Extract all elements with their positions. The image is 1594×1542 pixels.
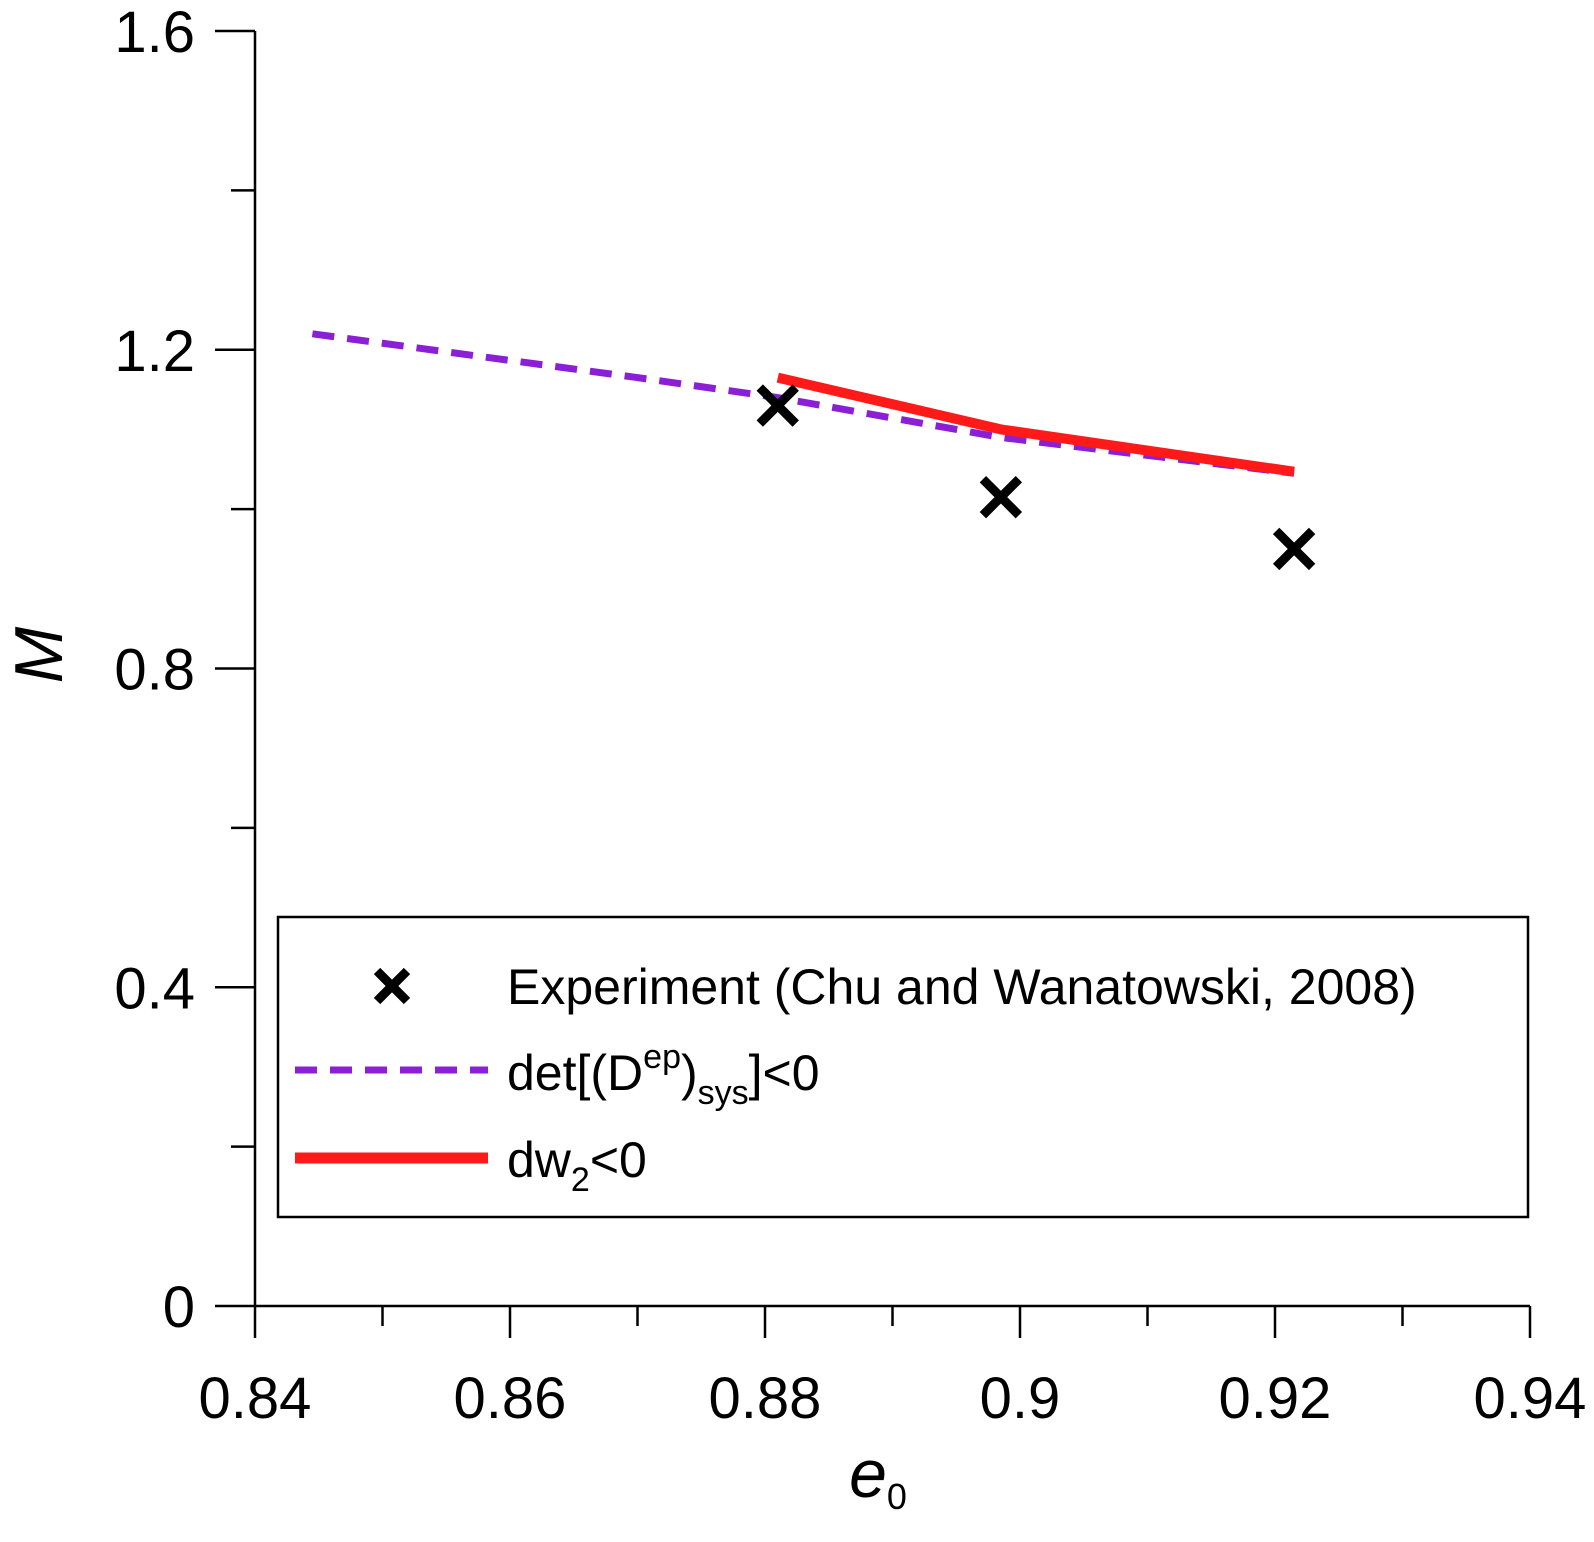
x-axis-label-main: e: [849, 1436, 887, 1512]
legend-det-pre: det[(D: [507, 1045, 643, 1101]
x-tick-label: 0.94: [1474, 1366, 1587, 1431]
series-det-criterion-line: [311, 330, 1295, 477]
series-dw2-criterion-line: [776, 372, 1295, 477]
legend-dw2-post: <0: [590, 1132, 647, 1188]
legend-label-dw2-criterion: dw2<0: [507, 1132, 647, 1199]
experiment-point: [756, 384, 799, 427]
y-tick-label: 0: [163, 1275, 195, 1340]
legend-symbol-experiment: [373, 967, 411, 1005]
legend-det-sup: ep: [643, 1038, 681, 1076]
y-tick-label: 0.8: [114, 638, 195, 703]
legend-dw2-pre: dw: [507, 1132, 572, 1188]
x-tick-label: 0.9: [980, 1366, 1061, 1431]
x-axis-label: e0: [849, 1436, 907, 1517]
legend-det-sub: sys: [698, 1074, 749, 1112]
x-tick-label: 0.84: [199, 1366, 312, 1431]
x-tick-label: 0.86: [454, 1366, 567, 1431]
series-layer: [311, 330, 1316, 571]
experiment-point-stroke: [756, 384, 799, 427]
y-tick-label: 0.4: [114, 956, 195, 1021]
experiment-point: [1272, 527, 1316, 571]
axes: 0.84 0.86 0.88 0.9 0.92 0.94 0 0.4 0.8 1.2 1.6: [114, 0, 1586, 1431]
legend-dw2-sub: 2: [571, 1161, 590, 1199]
legend-det-mid: ): [681, 1045, 698, 1101]
x-axis-label-subscript: 0: [887, 1476, 907, 1517]
x-tick-label: 0.88: [709, 1366, 822, 1431]
y-axis-label: M: [1, 626, 77, 683]
x-tick-label: 0.92: [1219, 1366, 1332, 1431]
legend-det-post: ]<0: [749, 1045, 820, 1101]
legend-label-det-criterion: det[(Dep)sys]<0: [507, 1038, 820, 1112]
legend: Experiment (Chu and Wanatowski, 2008) de…: [276, 915, 1530, 1219]
y-tick-label: 1.2: [114, 319, 195, 384]
experiment-point-stroke: [1272, 527, 1316, 571]
experiment-point-stroke: [979, 475, 1023, 519]
y-tick-label: 1.6: [114, 0, 195, 65]
legend-label-experiment: Experiment (Chu and Wanatowski, 2008): [507, 959, 1417, 1015]
experiment-point: [979, 475, 1023, 519]
